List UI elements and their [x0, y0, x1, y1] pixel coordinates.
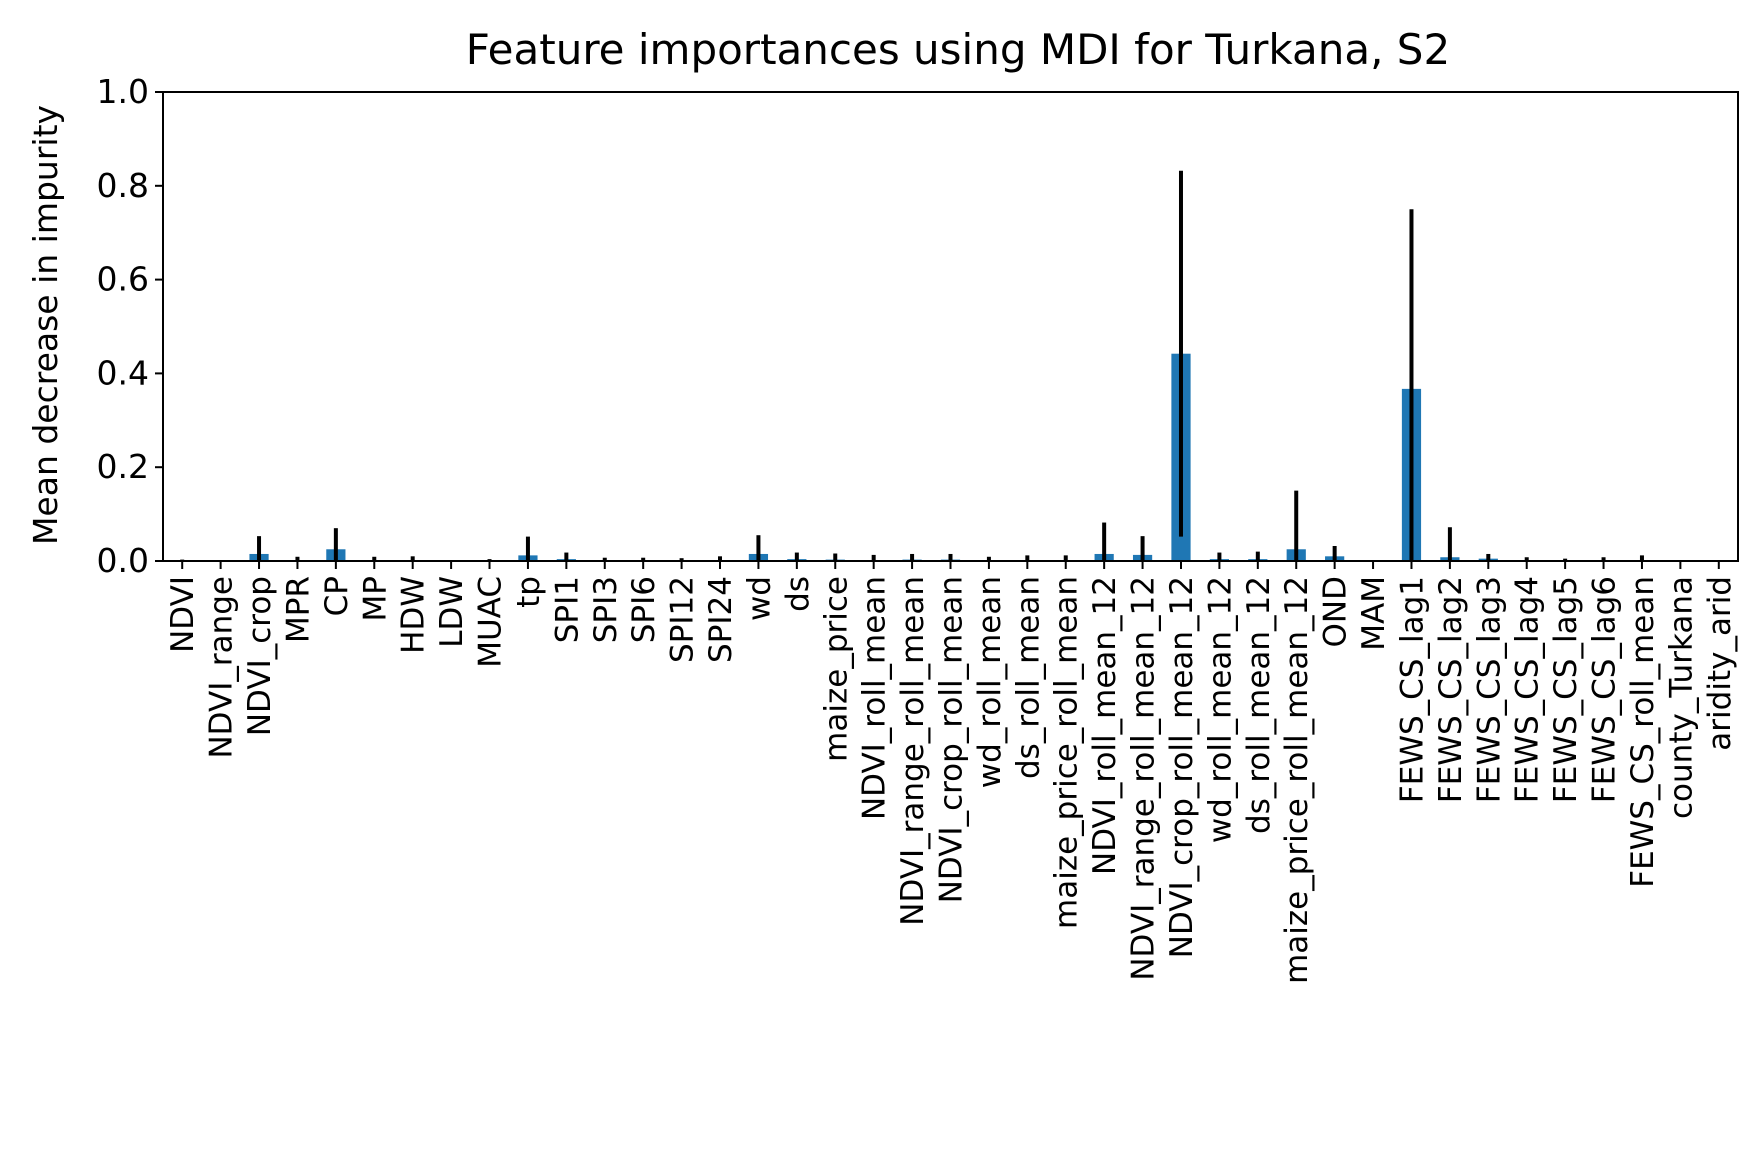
y-axis: 0.0 0.2 0.4 0.6 0.8 1.0	[97, 72, 163, 580]
x-tick-label: HDW	[396, 576, 432, 654]
x-tick-label: SPI6	[626, 576, 662, 643]
x-tick-label: MAM	[1356, 576, 1392, 651]
y-tick-label: 1.0	[97, 72, 149, 111]
x-tick-label: OND	[1318, 576, 1354, 647]
x-tick-label: NDVI_crop_roll_mean_12	[1164, 576, 1200, 958]
x-tick-label: wd_roll_mean	[972, 576, 1008, 788]
x-tick-label: maize_price	[818, 576, 854, 762]
x-tick-label: NDVI_roll_mean_12	[1087, 576, 1123, 875]
x-tick-label: ds	[780, 576, 816, 612]
x-tick-label: FEWS_CS_lag1	[1394, 576, 1430, 803]
x-tick-label: NDVI_range_roll_mean	[895, 576, 931, 926]
bars-layer	[249, 354, 1651, 561]
x-tick-label: FEWS_CS_lag4	[1510, 576, 1546, 803]
x-tick-label: county_Turkana	[1663, 576, 1699, 819]
x-tick-label: MPR	[280, 576, 316, 643]
x-tick-label: wd_roll_mean_12	[1202, 576, 1238, 843]
x-tick-label: SPI1	[549, 576, 585, 643]
x-tick-label: SPI12	[665, 576, 701, 663]
y-tick-label: 0.0	[97, 541, 149, 580]
x-tick-label: FEWS_CS_lag6	[1587, 576, 1623, 803]
x-tick-label: SPI24	[703, 576, 739, 663]
x-tick-label: MP	[357, 576, 393, 621]
x-tick-label: FEWS_CS_lag2	[1433, 576, 1469, 803]
y-tick-label: 0.6	[97, 260, 149, 299]
x-tick-label: aridity_arid	[1702, 576, 1738, 751]
x-tick-label: wd	[741, 576, 777, 621]
x-tick-label: FEWS_CS_lag5	[1548, 576, 1584, 803]
x-tick-label: NDVI_crop_roll_mean	[934, 576, 970, 903]
x-tick-label: NDVI_roll_mean	[857, 576, 893, 820]
y-tick-label: 0.2	[97, 447, 149, 486]
x-tick-label: maize_price_roll_mean_12	[1279, 576, 1315, 984]
x-tick-label: MUAC	[473, 576, 509, 668]
x-tick-label: ds_roll_mean	[1010, 576, 1046, 779]
x-tick-label: tp	[511, 576, 547, 608]
x-tick-label: ds_roll_mean_12	[1241, 576, 1277, 834]
y-tick-label: 0.8	[97, 166, 149, 205]
x-tick-label: CP	[319, 576, 355, 616]
x-tick-label: NDVI_crop	[242, 576, 278, 736]
x-tick-label: NDVI_range_roll_mean_12	[1126, 576, 1162, 981]
x-tick-label: FEWS_CS_lag3	[1471, 576, 1507, 803]
y-tick-label: 0.4	[97, 353, 149, 392]
x-tick-label: maize_price_roll_mean	[1049, 576, 1085, 929]
plot-frame	[163, 92, 1738, 561]
x-tick-label: FEWS_CS_roll_mean	[1625, 576, 1661, 888]
x-tick-label: LDW	[434, 576, 470, 648]
x-tick-label: NDVI_range	[204, 576, 240, 759]
y-axis-label: Mean decrease in impurity	[26, 105, 65, 545]
x-tick-label: SPI3	[588, 576, 624, 643]
x-tick-label: NDVI	[165, 576, 201, 653]
error-bars-layer	[182, 171, 1642, 561]
chart-title: Feature importances using MDI for Turkan…	[466, 25, 1450, 74]
